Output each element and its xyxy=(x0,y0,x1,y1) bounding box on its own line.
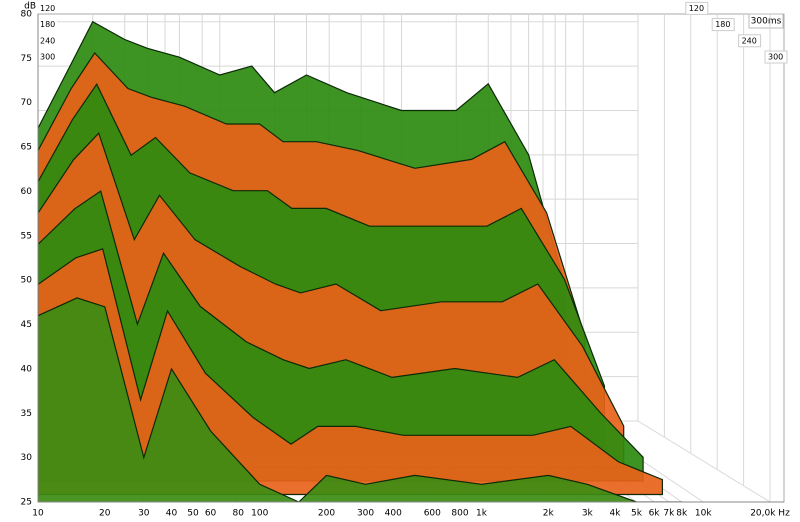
x-tick-label: 200 xyxy=(318,509,335,519)
x-tick-label: 6k xyxy=(649,509,661,519)
time-tick-box xyxy=(39,34,57,46)
y-tick-label: 35 xyxy=(21,409,32,419)
grid-line xyxy=(637,420,771,503)
y-tick-label: 45 xyxy=(21,320,32,330)
y-tick-label: 80 xyxy=(21,10,33,20)
x-tick-label: 800 xyxy=(451,509,468,519)
x-tick-label: 3k xyxy=(582,509,594,519)
time-end-box xyxy=(748,13,784,29)
time-tick-box xyxy=(39,51,57,62)
y-tick-label: 60 xyxy=(21,187,33,197)
y-axis-label: dB xyxy=(24,2,36,12)
x-tick-label: 20 xyxy=(99,509,111,519)
x-tick-label: 7k xyxy=(663,509,675,519)
x-tick-label: 30 xyxy=(138,509,150,519)
time-tick-label: 120 xyxy=(40,4,55,13)
time-tick-box xyxy=(39,2,57,14)
labels: 25 30 35 40 45 50 55 60 65 70 75 80 10 20 30 40 50 60 80 10… xyxy=(21,1,790,519)
x-tick-label: 100 xyxy=(251,509,268,519)
time-tick-box xyxy=(685,1,709,15)
time-tick-label: 300 xyxy=(768,53,783,62)
x-tick-label: 20,0k Hz xyxy=(750,509,790,519)
x-tick-label: 300 xyxy=(357,509,374,519)
time-tick-label: 240 xyxy=(742,36,757,45)
y-tick-label: 30 xyxy=(21,453,33,463)
y-tick-label: 55 xyxy=(21,231,32,241)
y-tick-label: 65 xyxy=(21,143,32,153)
x-tick-label: 600 xyxy=(424,509,441,519)
y-tick-label: 25 xyxy=(21,498,32,508)
y-tick-label: 75 xyxy=(21,54,32,64)
x-tick-label: 4k xyxy=(610,509,622,519)
x-tick-label: 40 xyxy=(166,509,178,519)
x-tick-label: 400 xyxy=(385,509,402,519)
x-tick-label: 10k xyxy=(695,509,712,519)
time-tick-label: 180 xyxy=(40,20,55,29)
x-tick-label: 2k xyxy=(543,509,555,519)
x-tick-label: 5k xyxy=(631,509,643,519)
y-tick-label: 40 xyxy=(21,364,33,374)
time-tick-label: 180 xyxy=(715,20,730,29)
x-tick-label: 80 xyxy=(233,509,245,519)
time-tick-box xyxy=(39,18,57,30)
slices xyxy=(38,20,683,502)
slice-area xyxy=(38,297,683,502)
time-tick-label: 300 xyxy=(40,53,55,62)
time-tick-label: 120 xyxy=(689,4,704,13)
x-tick-label: 50 xyxy=(187,509,199,519)
x-tick-label: 8k xyxy=(676,509,688,519)
x-tick-label: 10 xyxy=(32,509,44,519)
time-tick-box xyxy=(711,18,735,32)
time-tick-label: 240 xyxy=(40,36,55,45)
x-tick-label: 1k xyxy=(476,509,488,519)
y-tick-label: 50 xyxy=(21,276,33,286)
time-tick-box xyxy=(764,50,788,64)
time-end-label: 300ms xyxy=(751,17,782,27)
x-tick-label: 60 xyxy=(205,509,217,519)
y-tick-label: 70 xyxy=(21,98,33,108)
time-tick-box xyxy=(738,34,762,48)
